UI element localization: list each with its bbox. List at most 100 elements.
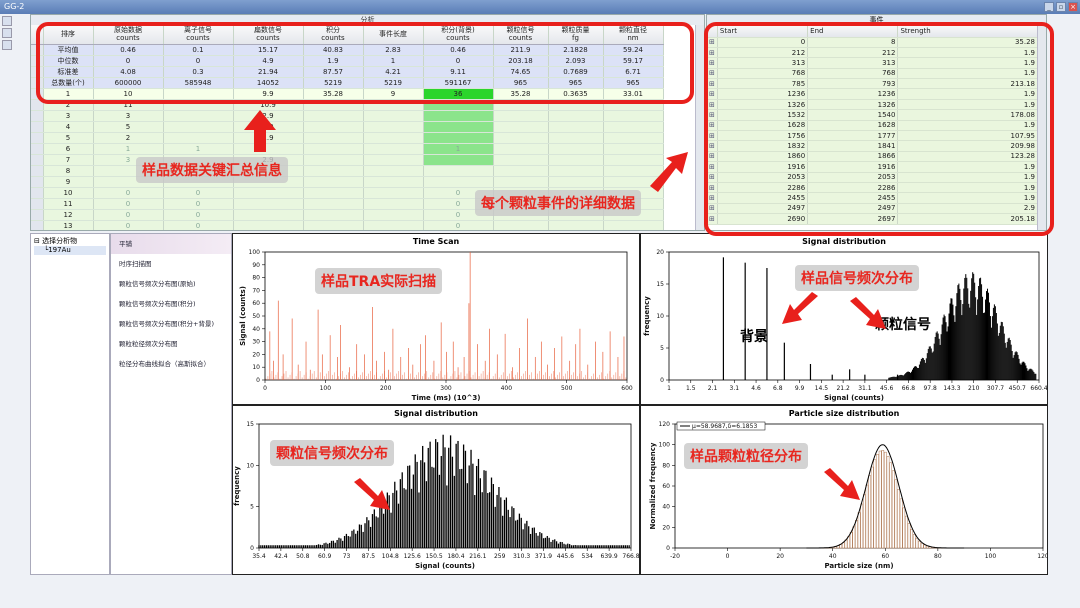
event-row[interactable]: ⊞ 313 313 1.9 bbox=[707, 57, 1038, 69]
stat-cell: 5219 bbox=[303, 77, 364, 89]
x-axis-label: Signal (counts) bbox=[415, 562, 475, 570]
data-row[interactable]: 8 bbox=[31, 165, 664, 177]
menu-item[interactable]: 粒径分布曲线拟合（高斯拟合） bbox=[119, 360, 210, 368]
expand-icon[interactable]: ⊞ bbox=[707, 68, 718, 80]
expand-icon[interactable]: ⊞ bbox=[707, 130, 718, 142]
menu-item[interactable]: 时序扫描图 bbox=[119, 260, 152, 268]
tree-item-197au[interactable]: └197Au bbox=[34, 246, 106, 255]
data-row[interactable]: 732.9 bbox=[31, 154, 664, 166]
stat-row[interactable]: 标准差 4.08 0.3 21.94 87.57 4.21 9.11 74.65 0.7689 6… bbox=[31, 66, 664, 78]
column-header[interactable]: 颗粒质量 fg bbox=[548, 25, 604, 45]
event-row[interactable]: ⊞ 1236 1236 1.9 bbox=[707, 88, 1038, 100]
event-row[interactable]: ⊞ 1628 1628 1.9 bbox=[707, 120, 1038, 132]
data-row[interactable]: 5 2 1.9 bbox=[31, 132, 664, 144]
data-cell bbox=[423, 99, 494, 111]
event-row[interactable]: ⊞ 2053 2053 1.9 bbox=[707, 172, 1038, 183]
stat-cell: 0 bbox=[163, 55, 234, 67]
data-cell bbox=[363, 132, 424, 144]
event-row[interactable]: ⊞ 1832 1841 209.98 bbox=[707, 140, 1038, 152]
event-row[interactable]: ⊞ 212 212 1.9 bbox=[707, 47, 1038, 59]
data-row[interactable]: 3 3 2.9 bbox=[31, 110, 664, 122]
expand-icon[interactable]: ⊞ bbox=[707, 109, 718, 121]
y-tick-label: 15 bbox=[656, 281, 664, 288]
data-cell bbox=[363, 121, 424, 133]
data-row[interactable]: 454.9 bbox=[31, 121, 664, 133]
menu-item[interactable]: 平铺 bbox=[111, 234, 231, 254]
event-row[interactable]: ⊞ 2690 2697 205.18 bbox=[707, 213, 1038, 225]
column-header[interactable]: 扁数信号 counts bbox=[233, 25, 304, 45]
expand-icon[interactable]: ⊞ bbox=[707, 99, 718, 111]
menu-item[interactable]: 颗粒信号频次分布图(积分) bbox=[119, 300, 196, 308]
expand-icon[interactable]: ⊞ bbox=[707, 140, 718, 152]
column-header[interactable]: 排序 bbox=[43, 25, 94, 45]
expand-icon[interactable]: ⊞ bbox=[707, 47, 718, 59]
expand-icon[interactable]: ⊞ bbox=[707, 57, 718, 69]
close-button[interactable]: × bbox=[1068, 2, 1078, 12]
stat-row[interactable]: › 平均值 0.46 0.1 15.17 40.83 2.83 0.46 211.9 2.1828… bbox=[31, 44, 664, 56]
row-indicator bbox=[31, 220, 44, 230]
psize-annotation: 样品颗粒粒径分布 bbox=[684, 443, 808, 469]
sigdist-annotation: 样品信号频次分布 bbox=[795, 265, 919, 291]
data-row[interactable]: 13 0 0 0 bbox=[31, 220, 664, 230]
column-header[interactable]: 积分(背景) counts bbox=[423, 25, 494, 45]
data-cell bbox=[163, 121, 234, 133]
column-header[interactable]: 事件长度 bbox=[363, 25, 424, 45]
expand-icon[interactable]: ⊞ bbox=[707, 151, 718, 163]
data-cell: 10 bbox=[93, 88, 164, 100]
stat-cell: 591167 bbox=[423, 77, 494, 89]
column-header[interactable]: End bbox=[807, 25, 899, 38]
event-row[interactable]: ⊞ 0 8 35.28 bbox=[707, 37, 1038, 48]
expand-icon[interactable]: ⊞ bbox=[707, 182, 718, 194]
column-header[interactable]: 原始数据 counts bbox=[93, 25, 164, 45]
expand-icon[interactable]: ⊞ bbox=[707, 88, 718, 100]
menu-item[interactable]: 颗粒粒径频次分布图 bbox=[119, 340, 178, 348]
tree-root[interactable]: ⊟ 选择分析物 bbox=[34, 237, 78, 245]
expand-icon[interactable]: ⊞ bbox=[707, 192, 718, 204]
column-header[interactable]: Start bbox=[717, 25, 809, 38]
menu-item[interactable]: 颗粒信号频次分布图(原始) bbox=[119, 280, 196, 288]
menu-item[interactable]: 颗粒信号频次分布图(积分+背景) bbox=[119, 320, 215, 328]
data-row[interactable]: 1 10 9.9 35.28 9 36 35.28 0.3635 33.01 bbox=[31, 88, 664, 100]
column-header[interactable]: 积分 counts bbox=[303, 25, 364, 45]
column-header[interactable]: 颗粒信号 counts bbox=[493, 25, 549, 45]
stat-cell: 1 bbox=[363, 55, 424, 67]
event-row[interactable]: ⊞ 1532 1540 178.08 bbox=[707, 109, 1038, 121]
tool-icon[interactable] bbox=[2, 40, 12, 50]
expand-icon[interactable]: ⊞ bbox=[707, 78, 718, 90]
event-row[interactable]: ⊞ 768 768 1.9 bbox=[707, 68, 1038, 80]
event-row[interactable]: ⊞ 1860 1866 123.28 bbox=[707, 151, 1038, 163]
column-header[interactable]: Strength bbox=[897, 25, 1038, 38]
maximize-button[interactable]: ▫ bbox=[1056, 2, 1066, 12]
expand-icon[interactable]: ⊞ bbox=[707, 120, 718, 132]
y-tick-label: 10 bbox=[252, 364, 260, 371]
expand-icon[interactable]: ⊞ bbox=[707, 161, 718, 173]
tool-icon[interactable] bbox=[2, 16, 12, 26]
event-cell: 2497 bbox=[717, 203, 809, 215]
chart-title: Signal distribution bbox=[394, 409, 478, 418]
expand-icon[interactable]: ⊞ bbox=[707, 37, 718, 48]
column-header[interactable]: 颗粒直径 nm bbox=[603, 25, 664, 45]
events-scrollbar[interactable] bbox=[1037, 25, 1046, 230]
x-tick-label: 371.9 bbox=[535, 553, 552, 560]
data-row[interactable]: 2 11 10.9 bbox=[31, 99, 664, 111]
column-header[interactable]: 离子信号 counts bbox=[163, 25, 234, 45]
event-row[interactable]: ⊞ 1916 1916 1.9 bbox=[707, 161, 1038, 173]
summary-scrollbar[interactable] bbox=[695, 25, 704, 230]
event-row[interactable]: ⊞ 1756 1777 107.95 bbox=[707, 130, 1038, 142]
data-cell: 0 bbox=[163, 198, 234, 210]
event-row[interactable]: ⊞ 2497 2497 2.9 bbox=[707, 203, 1038, 215]
minimize-button[interactable]: _ bbox=[1044, 2, 1054, 12]
expand-icon[interactable]: ⊞ bbox=[707, 203, 718, 215]
y-axis-label: frequency bbox=[233, 466, 241, 506]
expand-icon[interactable]: ⊞ bbox=[707, 172, 718, 183]
event-row[interactable]: ⊞ 2286 2286 1.9 bbox=[707, 182, 1038, 194]
data-row[interactable]: 9 bbox=[31, 176, 664, 188]
tool-icon[interactable] bbox=[2, 28, 12, 38]
event-cell: 2053 bbox=[807, 172, 899, 183]
event-row[interactable]: ⊞ 2455 2455 1.9 bbox=[707, 192, 1038, 204]
expand-icon[interactable]: ⊞ bbox=[707, 213, 718, 225]
stat-row[interactable]: 总数量(个) 600000 585948 14052 5219 5219 591167 965… bbox=[31, 77, 664, 89]
size-bar bbox=[910, 529, 914, 549]
